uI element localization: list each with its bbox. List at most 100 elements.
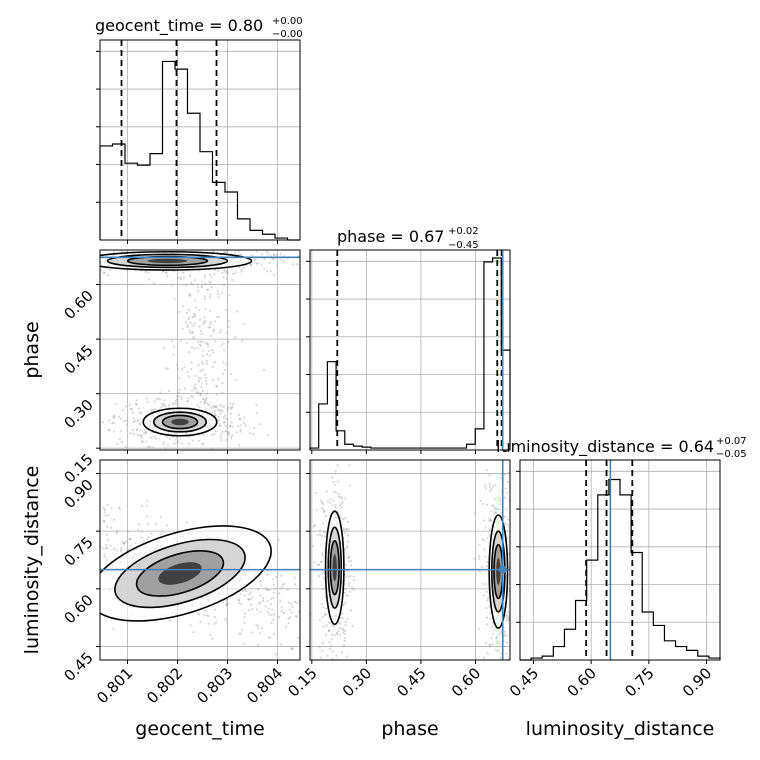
scatter-point [341, 500, 344, 503]
scatter-point [321, 642, 325, 645]
scatter-point [159, 391, 162, 394]
scatter-point [57, 537, 59, 539]
scatter-point [141, 440, 145, 443]
scatter-point [241, 339, 244, 343]
scatter-point [338, 627, 342, 630]
scatter-point [193, 279, 197, 282]
scatter-point [342, 527, 345, 530]
scatter-point [244, 424, 247, 427]
scatter-point [325, 624, 328, 627]
scatter-point [125, 540, 128, 543]
scatter-point [64, 523, 66, 525]
scatter-point [491, 503, 494, 507]
scatter-point [231, 278, 234, 282]
scatter-point [69, 533, 71, 535]
scatter-point [164, 405, 167, 408]
scatter-point [106, 546, 109, 549]
scatter-point [486, 536, 489, 539]
scatter-point [96, 265, 98, 267]
scatter-point [222, 416, 225, 419]
scatter-point [504, 521, 507, 525]
scatter-point [30, 256, 32, 258]
scatter-point [359, 257, 361, 259]
scatter-point [87, 253, 89, 255]
scatter-point [117, 506, 121, 509]
scatter-point [515, 567, 517, 569]
scatter-point [257, 602, 261, 605]
scatter-point [211, 348, 214, 352]
scatter-point [234, 336, 237, 339]
scatter-point [135, 428, 138, 431]
scatter-point [95, 571, 97, 573]
scatter-point [189, 292, 192, 296]
scatter-point [197, 286, 200, 289]
scatter-point [317, 614, 319, 616]
scatter-point [348, 582, 351, 585]
scatter-point [138, 421, 142, 425]
scatter-point [334, 457, 336, 459]
scatter-point [147, 278, 151, 281]
scatter-point [493, 508, 496, 511]
scatter-point [152, 408, 155, 412]
scatter-point [215, 621, 218, 624]
scatter-point [293, 576, 296, 579]
scatter-point [329, 498, 332, 501]
scatter-point [238, 417, 242, 420]
scatter-point [504, 614, 507, 617]
scatter-point [230, 406, 234, 409]
scatter-point [348, 664, 350, 666]
scatter-point [144, 431, 148, 434]
scatter-point [125, 423, 128, 426]
scatter-point [282, 612, 285, 615]
scatter-point [224, 618, 227, 621]
scatter-point [187, 396, 190, 400]
scatter-point [86, 276, 88, 278]
scatter-point [320, 501, 324, 504]
scatter-point [198, 343, 202, 346]
scatter-point [107, 428, 110, 431]
scatter-point [10, 256, 12, 258]
scatter-point [225, 277, 228, 280]
scatter-point [187, 294, 191, 297]
scatter-point [64, 545, 66, 547]
scatter-point [243, 616, 246, 619]
scatter-point [223, 269, 226, 272]
scatter-point [267, 253, 270, 256]
scatter-point [139, 434, 143, 437]
scatter-point [172, 353, 175, 356]
scatter-point [362, 639, 364, 641]
scatter-point [319, 607, 321, 609]
scatter-point [290, 647, 293, 651]
scatter-point [324, 613, 327, 616]
scatter-point [231, 403, 235, 406]
scatter-point [185, 521, 188, 524]
scatter-point [75, 533, 77, 535]
histogram-luminosity_distance [520, 478, 721, 661]
scatter-point [301, 643, 303, 645]
scatter-point [224, 308, 227, 311]
scatter-point [221, 410, 224, 413]
scatter-point [515, 619, 517, 621]
scatter-point [489, 617, 492, 621]
scatter-point [482, 519, 485, 522]
scatter-point [288, 608, 292, 611]
scatter-point [485, 590, 488, 593]
scatter-point [258, 580, 261, 583]
scatter-point [163, 403, 166, 406]
scatter-point [130, 407, 133, 411]
scatter-point [45, 516, 47, 518]
scatter-point [137, 407, 141, 410]
scatter-point [182, 271, 185, 274]
scatter-point [331, 657, 334, 660]
scatter-point [342, 675, 344, 677]
scatter-point [202, 349, 205, 352]
contour-line [114, 538, 246, 609]
scatter-point [67, 529, 69, 531]
scatter-point [225, 363, 228, 366]
scatter-point [257, 624, 260, 628]
scatter-point [212, 250, 215, 253]
scatter-point [492, 662, 494, 664]
scatter-point [351, 625, 354, 628]
scatter-point [113, 547, 116, 551]
scatter-point [484, 484, 487, 487]
